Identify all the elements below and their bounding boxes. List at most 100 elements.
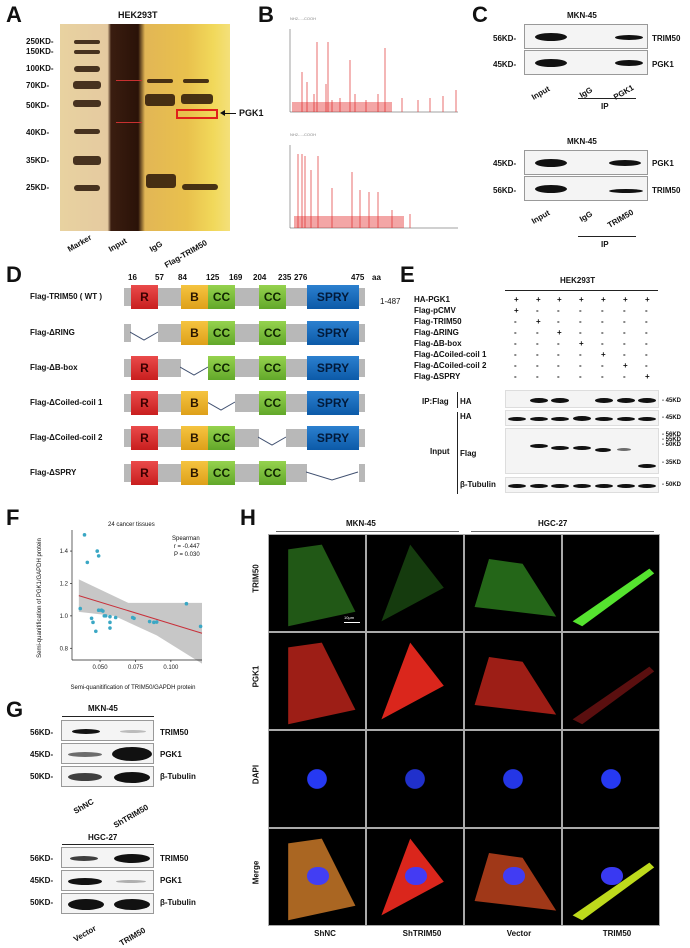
condition-cell: - — [623, 328, 626, 337]
condition-cell: - — [645, 328, 648, 337]
condition-cell: - — [536, 306, 539, 315]
protein-label: TRIM50 — [652, 186, 681, 195]
condition-cell: - — [536, 372, 539, 381]
mw-label: - 45KD — [662, 398, 682, 404]
mw-marker: 40KD- — [26, 128, 50, 137]
svg-text:0.075: 0.075 — [128, 665, 144, 671]
group-label: HGC-27 — [538, 519, 568, 528]
mw-marker: 35KD- — [26, 156, 50, 165]
silver-stain-gel — [60, 24, 230, 231]
condition-cell: - — [623, 339, 626, 348]
coiled-coil-domain: CC — [208, 426, 235, 450]
panel-d-label: D — [6, 262, 22, 287]
micrograph-dapi-trim50 — [562, 730, 660, 828]
micrograph-pgk1-trim50 — [562, 632, 660, 730]
condition-cell: - — [579, 361, 582, 370]
condition-cell: - — [514, 317, 517, 326]
mw-label: 50KD- — [30, 772, 54, 781]
condition-cell: - — [645, 361, 648, 370]
lane-label: ShTRIM50 — [112, 802, 150, 830]
micrograph-trim50-vector — [464, 534, 562, 632]
experiment-title: HEK293T — [560, 276, 596, 285]
condition-cell: - — [536, 350, 539, 359]
blot-input-flag — [505, 428, 659, 474]
panel-b-label: B — [258, 2, 274, 27]
blot-row — [61, 766, 154, 787]
condition-cell: - — [557, 361, 560, 370]
protein-label: β-Tubulin — [160, 898, 196, 907]
mw-label: - 50KD — [662, 442, 682, 448]
condition-cell: - — [579, 306, 582, 315]
antibody-label: HA — [460, 397, 472, 406]
bbox-domain: B — [181, 285, 208, 309]
lane-label: IgG — [578, 209, 595, 224]
mw-label: 56KD- — [493, 186, 517, 195]
condition-cell: + — [536, 295, 541, 304]
condition-cell: + — [536, 317, 541, 326]
lane-label: Marker — [66, 232, 94, 254]
condition-cell: - — [536, 361, 539, 370]
gel-title: HEK293T — [118, 10, 158, 20]
ip-flag-label: IP:Flag — [422, 397, 449, 406]
protein-label: PGK1 — [652, 159, 674, 168]
condition-cell: - — [645, 350, 648, 359]
lane-label: ShNC — [72, 797, 96, 816]
row-label: PGK1 — [251, 665, 261, 688]
condition-cell: + — [623, 295, 628, 304]
ring-domain: R — [131, 426, 158, 450]
micrograph-merge-trim50 — [562, 828, 660, 926]
condition-cell: - — [623, 350, 626, 359]
protein-label: TRIM50 — [160, 728, 189, 737]
condition-cell: - — [536, 328, 539, 337]
lane-label: IgG — [148, 239, 165, 254]
protein-label: TRIM50 — [160, 854, 189, 863]
lane-label: TRIM50 — [606, 207, 636, 230]
condition-cell: - — [601, 361, 604, 370]
arrow-icon — [222, 113, 236, 114]
condition-cell: - — [557, 372, 560, 381]
mw-label: 45KD- — [30, 876, 54, 885]
input-label: Input — [430, 447, 450, 456]
condition-cell: + — [557, 328, 562, 337]
micrograph-trim50-trim50 — [562, 534, 660, 632]
construct-label: Flag-ΔRING — [30, 328, 75, 337]
mw-marker: 150KD- — [26, 47, 54, 56]
row-label: Merge — [251, 860, 261, 885]
micrograph-trim50-shtrim50 — [366, 534, 464, 632]
row-label: DAPI — [251, 764, 261, 785]
ip-label: IP — [601, 102, 609, 111]
condition-cell: + — [645, 372, 650, 381]
blot-row — [524, 176, 648, 201]
micrograph-merge-shtrim50 — [366, 828, 464, 926]
coiled-coil-domain: CC — [208, 356, 235, 380]
condition-cell: + — [557, 295, 562, 304]
condition-cell: - — [601, 306, 604, 315]
condition-cell: - — [579, 328, 582, 337]
coiled-coil-domain: CC — [259, 461, 286, 485]
condition-cell: - — [536, 339, 539, 348]
mw-label: 56KD- — [493, 34, 517, 43]
residue-range: 1-487 — [380, 297, 401, 306]
x-axis-label: Semi-quanitification of TRIM50/GAPDH pro… — [70, 685, 196, 691]
ms-spectrum-2: NH2-...-COOH — [289, 132, 458, 229]
condition-cell: - — [645, 339, 648, 348]
condition-cell: + — [601, 350, 606, 359]
condition-cell: - — [514, 372, 517, 381]
blot-row — [61, 720, 154, 741]
ring-domain: R — [131, 461, 158, 485]
group-label: MKN-45 — [346, 519, 376, 528]
condition-cell: + — [623, 361, 628, 370]
micrograph-pgk1-shtrim50 — [366, 632, 464, 730]
svg-text:1.2: 1.2 — [60, 581, 69, 587]
micrograph-pgk1-vector — [464, 632, 562, 730]
condition-cell: - — [579, 317, 582, 326]
condition-cell: - — [557, 317, 560, 326]
scale-bar-label: 10μm — [344, 615, 355, 620]
mw-label: - 35KD — [662, 460, 682, 466]
condition-cell: + — [579, 339, 584, 348]
antibody-label: Flag — [460, 449, 477, 458]
mw-label: 45KD- — [30, 750, 54, 759]
panel-h-label: H — [240, 505, 256, 530]
pgk1-highlight-box — [176, 109, 218, 119]
coiled-coil-domain: CC — [259, 391, 286, 415]
